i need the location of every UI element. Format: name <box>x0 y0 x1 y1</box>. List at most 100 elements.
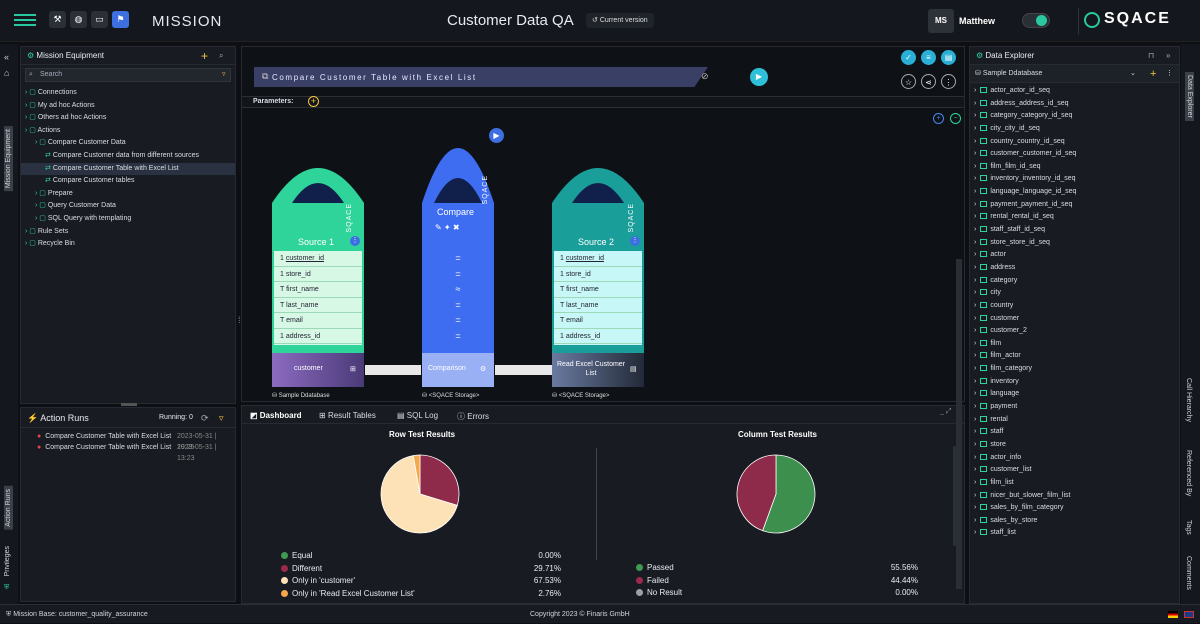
explorer-item[interactable]: › staff <box>974 426 1179 439</box>
explorer-item[interactable]: › film <box>974 338 1179 351</box>
explorer-item[interactable]: › film_category <box>974 363 1179 376</box>
field-row[interactable]: T email <box>554 313 642 329</box>
pie-slice-failed[interactable] <box>736 454 777 532</box>
explorer-item[interactable]: › city <box>974 287 1179 300</box>
tab-comments[interactable]: Comments <box>1185 556 1192 590</box>
tree-item[interactable]: ⇄ Compare Customer Table with Excel List <box>21 162 235 176</box>
tab-tags[interactable]: Tags <box>1185 520 1192 535</box>
pie-slice-passed[interactable] <box>762 454 816 534</box>
resize-handle[interactable] <box>121 403 137 406</box>
tab-mission-equipment[interactable]: Mission Equipment <box>4 126 13 192</box>
menu-icon[interactable] <box>14 11 36 31</box>
tree-item[interactable]: › ▢ Compare Customer Data <box>21 137 235 150</box>
field-row[interactable]: T first_name <box>274 282 362 298</box>
tree-item[interactable]: › ▢ Prepare <box>21 188 235 201</box>
explorer-item[interactable]: › sales_by_film_category <box>974 502 1179 515</box>
field-row[interactable]: 1 customer_id <box>274 251 362 267</box>
explorer-item[interactable]: › inventory <box>974 376 1179 389</box>
explorer-item[interactable]: › rental_rental_id_seq <box>974 211 1179 224</box>
field-row[interactable]: 1 customer_id <box>554 251 642 267</box>
tab-dashboard[interactable]: ◩ Dashboard <box>250 411 302 420</box>
explorer-item[interactable]: › city_city_id_seq <box>974 123 1179 136</box>
explorer-item[interactable]: › rental <box>974 414 1179 427</box>
explorer-item[interactable]: › store_store_id_seq <box>974 237 1179 250</box>
filter-icon[interactable]: ▿ <box>222 71 226 78</box>
field-row[interactable]: 1 address_id <box>554 329 642 344</box>
legend-item[interactable]: Different 29.71% <box>281 563 561 576</box>
lock-icon[interactable]: ⊓ <box>1148 51 1155 60</box>
minimize-icon[interactable]: _ ⤢ <box>940 408 952 415</box>
comparison-table[interactable]: Comparison ⚙ <box>422 353 494 387</box>
tree-item[interactable]: › ▢ Rule Sets <box>21 226 235 239</box>
tab-sql-log[interactable]: ▤ SQL Log <box>397 411 439 420</box>
explorer-item[interactable]: › actor_info <box>974 452 1179 465</box>
explorer-item[interactable]: › sales_by_store <box>974 515 1179 528</box>
flag-de-icon[interactable] <box>1168 611 1178 618</box>
tab-errors[interactable]: ⓘ Errors <box>457 412 490 421</box>
tab-data-explorer[interactable]: Data Explorer <box>1185 72 1194 121</box>
legend-item[interactable]: Equal 0.00% <box>281 550 561 563</box>
theme-toggle[interactable] <box>1022 13 1050 28</box>
tree-item[interactable]: › ▢ SQL Query with templating <box>21 213 235 226</box>
pie-slice-different[interactable] <box>419 454 460 506</box>
tab-action-runs[interactable]: Action Runs <box>4 486 13 530</box>
explorer-item[interactable]: › category_category_id_seq <box>974 110 1179 123</box>
explorer-item[interactable]: › address <box>974 262 1179 275</box>
source2-menu-icon[interactable]: ⋮ <box>630 236 640 246</box>
explorer-item[interactable]: › staff_staff_id_seq <box>974 224 1179 237</box>
search-icon[interactable]: ⌕ <box>219 51 224 60</box>
tree-item[interactable]: › ▢ Connections <box>21 87 235 100</box>
explorer-item[interactable]: › film_list <box>974 477 1179 490</box>
explorer-item[interactable]: › actor <box>974 249 1179 262</box>
source1-table[interactable]: customer ⊞ <box>272 353 364 387</box>
field-row[interactable]: T first_name <box>554 282 642 298</box>
collapse-left-icon[interactable]: « <box>4 52 10 62</box>
database-selector[interactable]: ⛁ Sample Ddatabase ⌄ + ⋮ <box>970 65 1179 83</box>
tab-referenced-by[interactable]: Referenced By <box>1185 450 1192 497</box>
tree-item[interactable]: › ▢ Query Customer Data <box>21 200 235 213</box>
field-row[interactable]: 1 store_id <box>274 267 362 282</box>
add-icon[interactable]: + <box>1150 68 1157 80</box>
add-icon[interactable]: + <box>201 49 209 63</box>
explorer-item[interactable]: › staff_list <box>974 527 1179 540</box>
globe-icon[interactable]: ◍ <box>70 11 87 28</box>
drag-handle[interactable]: ⁞ <box>238 315 241 325</box>
legend-item[interactable]: Passed 55.56% <box>636 562 918 575</box>
explorer-item[interactable]: › store <box>974 439 1179 452</box>
refresh-icon[interactable]: ⟳ <box>201 413 209 423</box>
tab-call-hierarchy[interactable]: Call Hierarchy <box>1185 378 1192 422</box>
legend-item[interactable]: Only in 'Read Excel Customer List' 2.76% <box>281 588 561 601</box>
tools-icon[interactable]: ⚒ <box>49 11 66 28</box>
flag-icon[interactable]: ⚑ <box>112 11 129 28</box>
flag-uk-icon[interactable] <box>1184 611 1194 618</box>
collapse-right-icon[interactable]: » <box>1166 51 1171 60</box>
run-item[interactable]: ● Compare Customer Table with Excel List 2… <box>37 431 235 451</box>
tree-item[interactable]: › ▢ Others ad hoc Actions <box>21 112 235 125</box>
tab-privileges[interactable]: Privileges <box>4 546 11 577</box>
compare-play-icon[interactable]: ▶ <box>489 128 504 143</box>
monitor-icon[interactable]: ▭ <box>91 11 108 28</box>
add-parameter-icon[interactable]: + <box>308 96 319 107</box>
filter-icon[interactable]: ▿ <box>219 413 224 423</box>
explorer-scrollbar[interactable] <box>956 259 962 589</box>
explorer-item[interactable]: › payment <box>974 401 1179 414</box>
avatar[interactable]: MS <box>928 9 954 33</box>
version-selector[interactable]: ↺ Current version <box>586 13 654 28</box>
user-name[interactable]: Matthew <box>959 16 995 26</box>
share-icon[interactable]: ⋖ <box>921 74 936 89</box>
field-row[interactable]: T email <box>274 313 362 329</box>
explorer-item[interactable]: › actor_actor_id_seq <box>974 85 1179 98</box>
tab-result-tables[interactable]: ⊞ Result Tables <box>319 411 376 420</box>
field-row[interactable]: 1 store_id <box>554 267 642 282</box>
explorer-item[interactable]: › film_film_id_seq <box>974 161 1179 174</box>
tree-item[interactable]: ⇄ Compare Customer tables <box>21 175 235 188</box>
star-icon[interactable]: ☆ <box>901 74 916 89</box>
more-icon[interactable]: ⋮ <box>1166 70 1173 77</box>
tree-item[interactable]: ⇄ Compare Customer data from different s… <box>21 150 235 163</box>
compare-edit-icons[interactable]: ✎ ✦ ✖ <box>435 223 460 232</box>
pie-slice-only-in-read-excel-customer-list-[interactable] <box>412 454 421 495</box>
field-row[interactable]: T last_name <box>554 298 642 313</box>
home-icon[interactable]: ⌂ <box>4 68 10 78</box>
tree-item[interactable]: › ▢ Recycle Bin <box>21 238 235 251</box>
source1-menu-icon[interactable]: ⋮ <box>350 236 360 246</box>
